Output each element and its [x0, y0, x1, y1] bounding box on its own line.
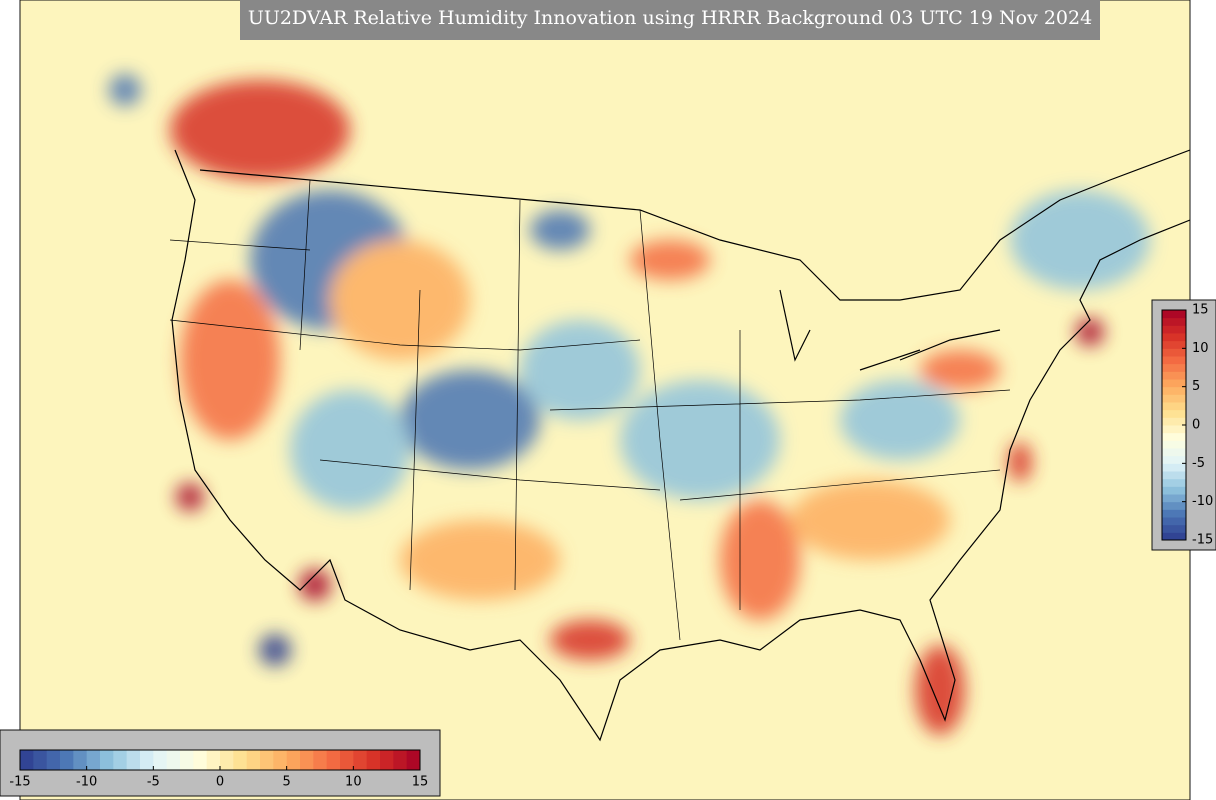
- colorbar-tick-label: 10: [345, 775, 362, 790]
- colorbar-segment: [1162, 310, 1186, 319]
- colorbar-segment: [153, 750, 168, 770]
- colorbar-segment: [1162, 402, 1186, 411]
- colorbar-segment: [1162, 524, 1186, 533]
- colorbar-segment: [46, 750, 61, 770]
- innovation-field: [109, 74, 1150, 735]
- colorbar-segment: [1162, 486, 1186, 495]
- colorbar-tick-label: -5: [147, 775, 160, 790]
- colorbar-segment: [60, 750, 74, 770]
- colorbar-tick-label: 10: [1192, 341, 1209, 356]
- colorbar-segment: [1162, 532, 1186, 541]
- colorbar-segment: [1162, 432, 1186, 441]
- colorbar-segment: [1162, 356, 1186, 365]
- colorbar-segment: [1162, 340, 1186, 349]
- colorbar-tick-label: 5: [1192, 379, 1200, 394]
- colorbar-segment: [260, 750, 274, 770]
- colorbar-segment: [1162, 325, 1186, 334]
- colorbar-segment: [73, 750, 88, 770]
- colorbar-segment: [1162, 509, 1186, 518]
- title-box: [240, 0, 1100, 40]
- colorbar-segment: [1162, 448, 1186, 457]
- colorbar-segment: [113, 750, 128, 770]
- colorbar-segment: [180, 750, 194, 770]
- colorbar-segment: [1162, 348, 1186, 357]
- colorbar-segment: [1162, 379, 1186, 388]
- colorbar-segment: [406, 750, 421, 770]
- colorbar-tick-label: -15: [9, 775, 30, 790]
- colorbar-tick-label: 0: [1192, 418, 1200, 433]
- colorbar-segment: [340, 750, 354, 770]
- colorbar-segment: [366, 750, 381, 770]
- colorbar-segment: [273, 750, 288, 770]
- colorbar-segment: [1162, 363, 1186, 372]
- colorbar-segment: [1162, 386, 1186, 395]
- colorbar-tick-label: 15: [1192, 303, 1209, 318]
- colorbar-segment: [166, 750, 181, 770]
- colorbar-tick-label: -10: [76, 775, 97, 790]
- colorbar-segment: [326, 750, 341, 770]
- colorbar-tick-label: 5: [283, 775, 291, 790]
- state-borders: [169, 179, 1011, 641]
- colorbar-segment: [380, 750, 394, 770]
- colorbar-segment: [1162, 463, 1186, 472]
- colorbars: -15 -10 -5 0 5 10 15 15 10 5 0 -5 -10 -15: [9, 303, 1213, 790]
- colorbar-segment: [1162, 417, 1186, 426]
- colorbar-segment: [1162, 394, 1186, 403]
- colorbar-segment: [1162, 333, 1186, 342]
- colorbar-segment: [193, 750, 208, 770]
- coastlines: [171, 149, 1190, 742]
- colorbar-segment: [86, 750, 101, 770]
- colorbar-tick-label: 15: [412, 775, 429, 790]
- colorbar-segment: [126, 750, 141, 770]
- colorbar-segment: [1162, 517, 1186, 526]
- colorbar-segment: [233, 750, 248, 770]
- colorbar-segment: [1162, 478, 1186, 487]
- colorbar-segment: [300, 750, 314, 770]
- colorbar-segment: [1162, 409, 1186, 418]
- colorbar-segment: [1162, 501, 1186, 510]
- colorbar-segment: [1162, 494, 1186, 503]
- colorbar-tick-label: -15: [1192, 533, 1213, 548]
- colorbar-segment: [286, 750, 301, 770]
- colorbar-segment: [313, 750, 328, 770]
- colorbar-segment: [1162, 471, 1186, 480]
- colorbar-tick-label: 0: [216, 775, 224, 790]
- colorbar-segment: [1162, 425, 1186, 434]
- colorbar-segment: [20, 750, 34, 770]
- colorbar-segment: [220, 750, 234, 770]
- colorbar-segment: [353, 750, 368, 770]
- colorbar-tick-label: -10: [1192, 494, 1213, 509]
- colorbar-segment: [140, 750, 154, 770]
- colorbar-segment: [1162, 455, 1186, 464]
- map-title: UU2DVAR Relative Humidity Innovation usi…: [248, 7, 1092, 29]
- colorbar-segment: [33, 750, 48, 770]
- colorbar-segment: [246, 750, 261, 770]
- colorbar-segment: [393, 750, 408, 770]
- colorbar-segment: [1162, 371, 1186, 380]
- map-area: [20, 0, 1190, 800]
- colorbar-tick-label: -5: [1192, 456, 1205, 471]
- colorbar-segment: [206, 750, 221, 770]
- colorbar-segment: [1162, 317, 1186, 326]
- colorbar-segment: [1162, 440, 1186, 449]
- colorbar-segment: [100, 750, 114, 770]
